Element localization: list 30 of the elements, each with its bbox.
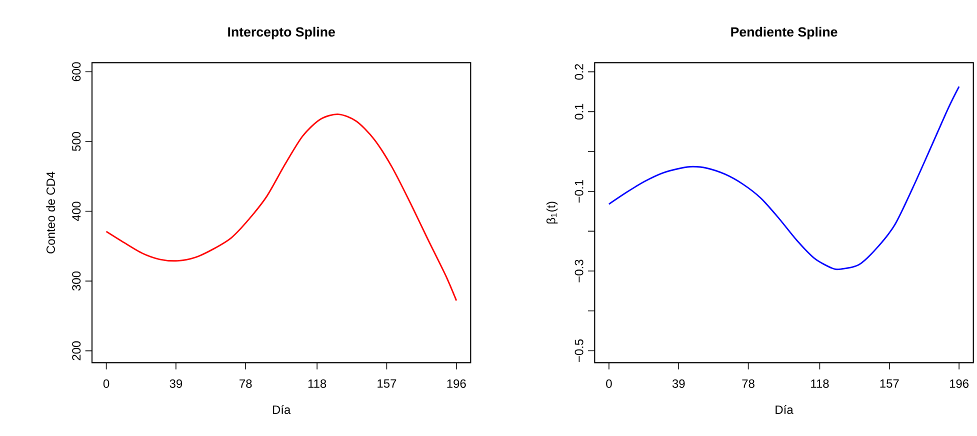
y-tick-label: 300 bbox=[72, 271, 81, 291]
y-tick-label: −0.5 bbox=[574, 339, 584, 362]
y-axis-title: β$_{1}$(t) bbox=[546, 202, 558, 224]
x-tick-label: 118 bbox=[308, 379, 326, 388]
y-tick-label: 400 bbox=[72, 202, 81, 222]
chart-title: Pendiente Spline bbox=[731, 26, 838, 40]
x-tick-label: 78 bbox=[742, 379, 754, 388]
x-tick-label: 118 bbox=[811, 379, 829, 388]
y-tick-label: 0.2 bbox=[574, 64, 584, 80]
x-tick-label: 0 bbox=[606, 379, 612, 388]
line-series bbox=[106, 114, 458, 302]
line-series bbox=[608, 86, 960, 270]
y-tick-label: 600 bbox=[72, 62, 81, 82]
x-axis-title: Día bbox=[776, 405, 794, 414]
x-tick-label: 157 bbox=[378, 379, 396, 388]
y-tick-label: 0.1 bbox=[574, 104, 584, 120]
chart-title: Intercepto Spline bbox=[228, 26, 335, 40]
x-tick-label: 157 bbox=[880, 379, 899, 388]
x-tick-label: 39 bbox=[672, 379, 685, 388]
y-axis-title: Conteo de CD4 bbox=[46, 172, 55, 254]
x-tick-label: 39 bbox=[170, 379, 182, 388]
y-tick-label: 500 bbox=[72, 132, 81, 152]
x-axis-title: Día bbox=[272, 405, 291, 414]
y-tick-label: −0.3 bbox=[574, 260, 584, 282]
x-tick-label: 196 bbox=[447, 379, 466, 388]
y-tick-label: 200 bbox=[72, 341, 81, 360]
x-tick-label: 0 bbox=[103, 379, 110, 388]
y-tick-label: −0.1 bbox=[574, 180, 584, 203]
x-tick-label: 196 bbox=[950, 379, 969, 388]
x-tick-label: 78 bbox=[240, 379, 252, 388]
